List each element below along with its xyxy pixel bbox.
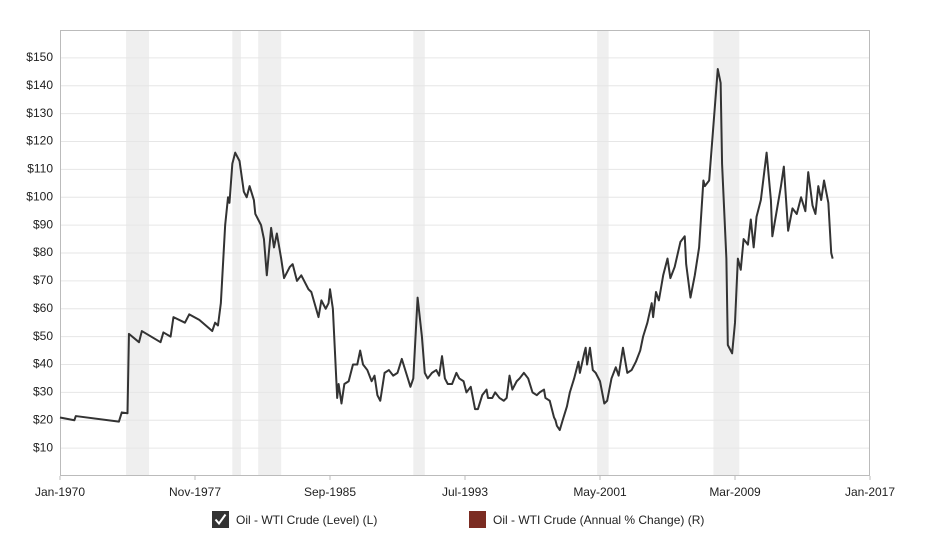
y-tick-label: $80 [33,245,53,259]
plot-frame [60,30,870,476]
legend-item[interactable]: Oil - WTI Crude (Annual % Change) (R) [469,511,704,528]
x-tick-label: Jan-2017 [845,485,895,499]
y-tick-label: $150 [26,50,53,64]
y-tick-label: $20 [33,412,53,426]
x-tick-label: May-2001 [573,485,627,499]
y-tick-label: $50 [33,329,53,343]
y-tick-label: $100 [26,189,53,203]
y-tick-label: $40 [33,357,53,371]
y-tick-label: $140 [26,78,53,92]
x-tick-label: Jul-1993 [442,485,488,499]
legend-item[interactable]: Oil - WTI Crude (Level) (L) [212,511,377,528]
x-tick-label: Mar-2009 [709,485,761,499]
y-tick-label: $90 [33,217,53,231]
legend: Oil - WTI Crude (Level) (L) Oil - WTI Cru… [0,511,930,531]
x-tick-label: Sep-1985 [304,485,356,499]
x-tick-label: Jan-1970 [35,485,85,499]
legend-swatch[interactable] [212,511,229,528]
chart: $10 $20 $30 $40 $50 $60 $70 $80 $90 $100 $110 $120 $… [26,30,895,499]
y-tick-label: $130 [26,106,53,120]
data-line [59,68,834,432]
legend-swatch[interactable] [469,511,486,528]
y-tick-label: $120 [26,134,53,148]
y-tick-label: $10 [33,440,53,454]
legend-label: Oil - WTI Crude (Level) (L) [236,512,378,527]
legend-label: Oil - WTI Crude (Annual % Change) (R) [493,512,705,527]
y-tick-label: $30 [33,385,53,399]
y-tick-label: $60 [33,301,53,315]
y-tick-label: $70 [33,273,53,287]
page: {"chart_data": {"type": "line", "x": ["1… [26,30,896,528]
check-mark [214,513,227,526]
x-tick-label: Nov-1977 [169,485,221,499]
y-tick-label: $110 [27,162,53,176]
